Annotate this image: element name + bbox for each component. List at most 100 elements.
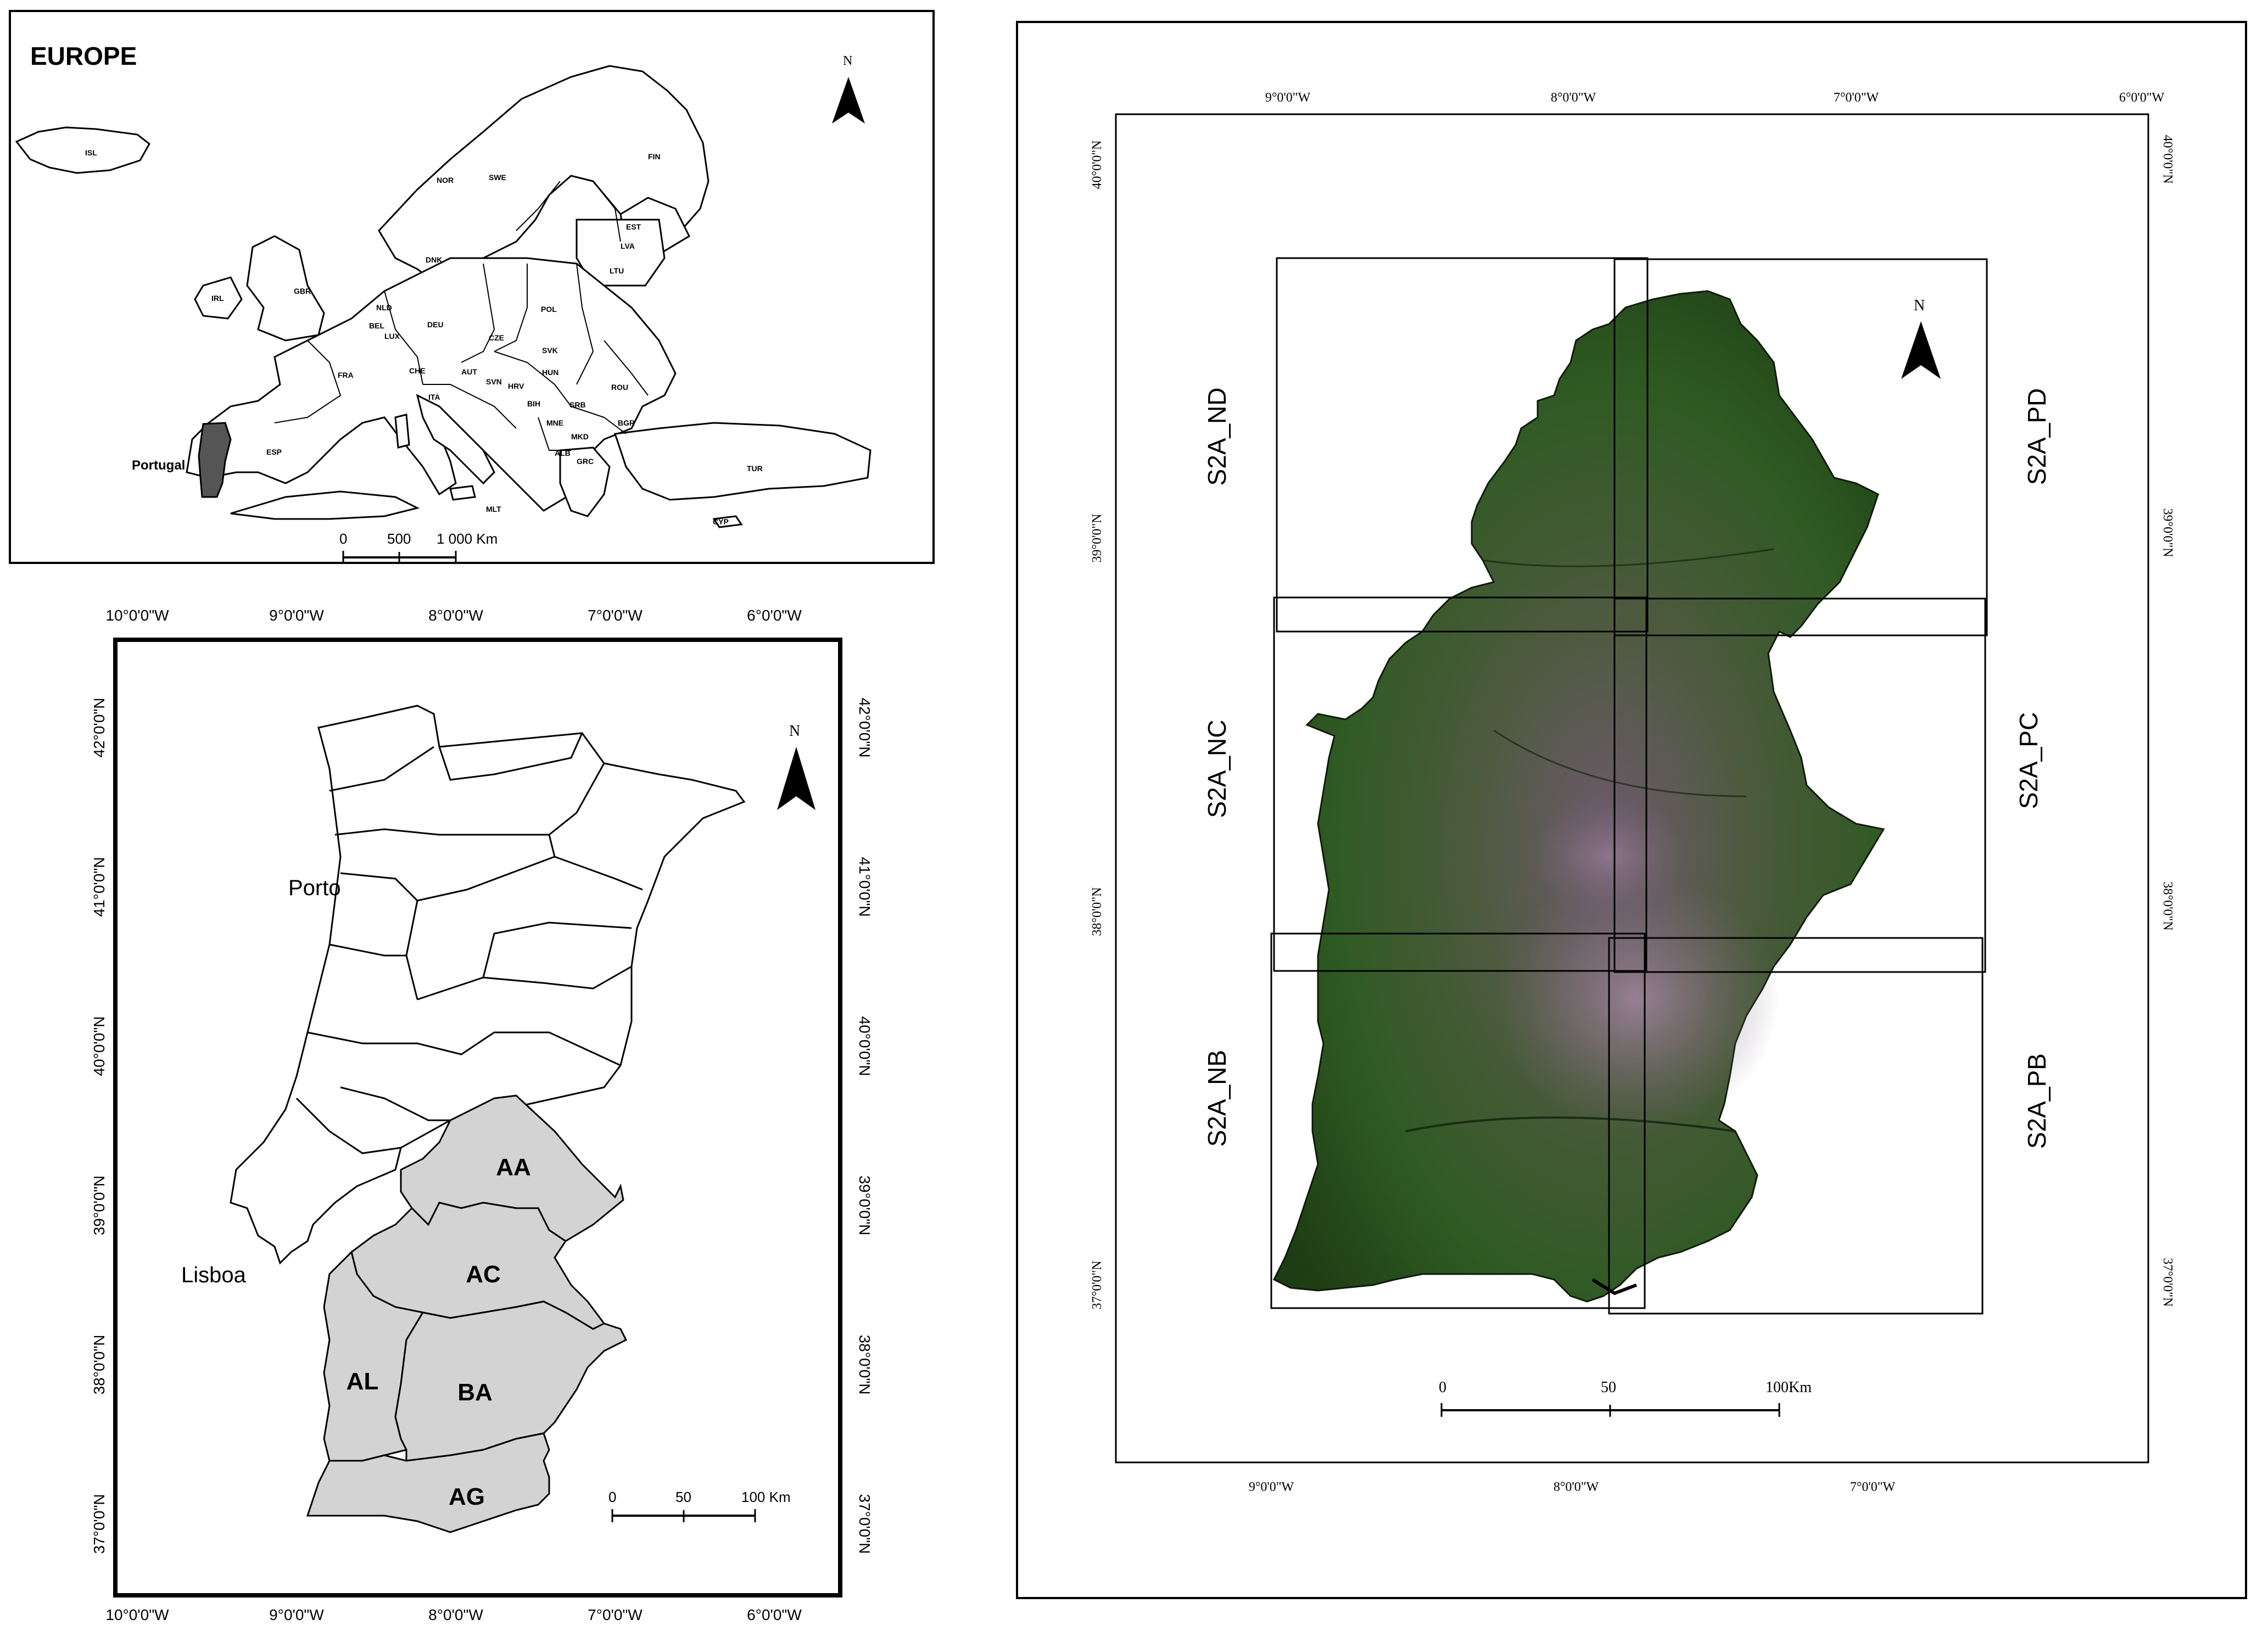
country-code: HUN [542, 368, 558, 377]
country-code: CZE [489, 333, 504, 342]
europe-scalebar: 0 500 1 000 Km [339, 530, 498, 563]
country-code: CYP [713, 517, 729, 526]
country-code: TUR [747, 464, 763, 473]
lon-tick-label: 8°0'0"W [428, 1606, 483, 1623]
portugal-panel: 10°0'0"W 9°0'0"W 8°0'0"W 7°0'0"W 6°0'0"W… [91, 607, 873, 1623]
lon-tick-label: 6°0'0"W [747, 1606, 802, 1623]
lon-tick-label: 9°0'0"W [269, 607, 324, 624]
city-label-porto: Porto [288, 876, 341, 900]
lon-tick-label: 7°0'0"W [1850, 1480, 1896, 1494]
lat-tick-label: 38°0'0"N [856, 1335, 873, 1395]
tile-footprint-nc [1273, 596, 1647, 972]
country-code: CHE [409, 366, 426, 375]
country-code: MLT [486, 505, 501, 513]
lon-tick-label: 10°0'0"W [105, 1606, 169, 1623]
north-label: N [789, 723, 800, 740]
lat-tick-label: 37°0'0"N [91, 1494, 108, 1554]
scalebar-label: 100 Km [741, 1489, 791, 1505]
country-code: ITA [428, 393, 440, 401]
country-code: NLD [376, 303, 392, 312]
country-code: SWE [489, 173, 506, 182]
lon-tick-label: 9°0'0"W [269, 1606, 324, 1623]
region-label: AL [347, 1368, 379, 1395]
tile-footprint-nd [1276, 257, 1649, 633]
lon-tick-label: 9°0'0"W [1265, 91, 1311, 105]
lat-tick-label: 42°0'0"N [91, 698, 108, 758]
portugal-north-districts [230, 705, 746, 1265]
portugal-lon-ticks-bottom: 10°0'0"W 9°0'0"W 8°0'0"W 7°0'0"W 6°0'0"W [105, 1606, 802, 1623]
sentinel-lon-ticks-bottom: 9°0'0"W 8°0'0"W 7°0'0"W [1249, 1480, 1896, 1494]
scalebar-label: 1 000 Km [437, 530, 498, 547]
country-code: GRC [577, 457, 594, 466]
region-ag [306, 1432, 550, 1533]
country-code: NOR [437, 176, 454, 185]
scalebar-label: 100Km [1766, 1379, 1812, 1396]
lat-tick-label: 40°0'0"N [856, 1016, 873, 1076]
country-code: MNE [546, 418, 563, 427]
scalebar-label: 50 [1601, 1379, 1616, 1396]
region-border-line [1405, 1116, 1736, 1132]
sentinel-lat-ticks-left: 40°0'0"N 39°0'0"N 38°0'0"N 37°0'0"N [1090, 140, 1104, 1309]
country-code: LVA [621, 242, 635, 250]
country-code: FIN [648, 152, 661, 161]
country-isl [15, 126, 150, 174]
country-code-labels: ISL NOR SWE FIN EST LVA LTU DNK GBR IRL … [85, 148, 763, 526]
portugal-lat-ticks-right: 42°0'0"N 41°0'0"N 40°0'0"N 39°0'0"N 38°0… [856, 698, 873, 1554]
city-label-lisboa: Lisboa [181, 1263, 247, 1287]
country-code: GBR [294, 287, 311, 295]
lon-tick-label: 7°0'0"W [588, 1606, 643, 1623]
tile-label: S2A_NB [1203, 1050, 1231, 1147]
scalebar-label: 0 [1439, 1379, 1446, 1396]
country-ita [416, 394, 495, 485]
lat-tick-label: 41°0'0"N [91, 857, 108, 917]
europe-north-arrow: N [832, 54, 865, 124]
tile-footprint-pb [1608, 937, 1984, 1315]
country-code: DNK [426, 255, 442, 264]
north-africa [230, 490, 420, 520]
country-irl [194, 276, 243, 320]
tile-label: S2A_PC [2014, 712, 2043, 809]
lat-tick-label: 42°0'0"N [856, 698, 873, 758]
region-border-line [1493, 729, 1747, 797]
lat-tick-label: 38°0'0"N [1090, 887, 1104, 936]
country-code: BEL [369, 321, 384, 330]
region-ba [394, 1300, 628, 1462]
country-grc [559, 446, 611, 517]
sentinel-lat-ticks-right: 40°0'0"N 39°0'0"N 38°0'0"N 37°0'0"N [2160, 135, 2175, 1306]
lat-tick-label: 39°0'0"N [2160, 508, 2175, 557]
country-code: ESP [266, 448, 282, 456]
country-code: ROU [611, 383, 628, 392]
lon-tick-label: 8°0'0"W [428, 607, 483, 624]
portugal-north-arrow: N [777, 723, 815, 810]
region-label: AC [466, 1261, 501, 1288]
lat-tick-label: 38°0'0"N [2160, 881, 2175, 930]
europe-borders [274, 181, 649, 451]
country-code: DEU [427, 320, 444, 329]
tile-label: S2A_PD [2023, 388, 2051, 485]
country-code: HRV [508, 382, 524, 390]
lat-tick-label: 38°0'0"N [91, 1335, 108, 1395]
tile-footprint-pd [1613, 258, 1988, 636]
country-code: SRB [569, 400, 586, 409]
europe-panel: EUROPE [9, 10, 935, 564]
scalebar-label: 0 [339, 530, 347, 547]
region-label: AA [496, 1154, 531, 1181]
lat-tick-label: 41°0'0"N [856, 857, 873, 917]
country-code: ISL [85, 148, 97, 157]
tile-label: S2A_PB [2023, 1053, 2051, 1149]
sentinel-north-arrow: N [1901, 297, 1941, 379]
sentinel-tile-labels: S2A_ND S2A_PD S2A_NC S2A_PC S2A_NB S2A_P… [1203, 388, 2051, 1149]
lat-tick-label: 39°0'0"N [856, 1176, 873, 1236]
lon-tick-label: 10°0'0"W [105, 607, 169, 624]
north-label: N [1914, 297, 1925, 314]
lat-tick-label: 37°0'0"N [856, 1494, 873, 1554]
lat-tick-label: 39°0'0"N [91, 1176, 108, 1236]
country-code: MKD [571, 432, 589, 441]
lon-tick-label: 9°0'0"W [1249, 1480, 1294, 1494]
scalebar-label: 0 [608, 1489, 616, 1505]
lon-tick-label: 8°0'0"W [1551, 91, 1596, 105]
country-code: FRA [338, 371, 354, 379]
sentinel-panel: 9°0'0"W 8°0'0"W 7°0'0"W 6°0'0"W 9°0'0"W … [1016, 21, 2247, 1599]
region-labels: AA AC AL BA AG [347, 1154, 531, 1510]
